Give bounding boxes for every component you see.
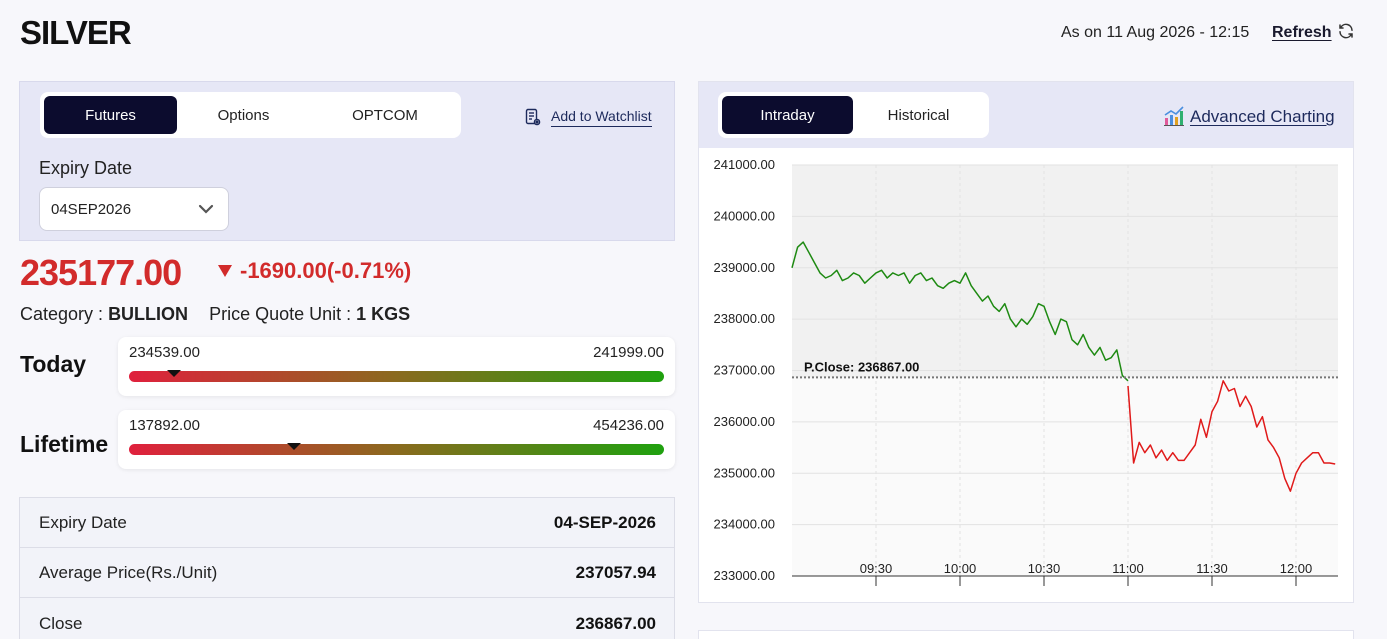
expiry-date-label: Expiry Date <box>39 158 133 178</box>
refresh-icon[interactable] <box>1337 22 1355 40</box>
today-low: 234539.00 <box>129 344 200 361</box>
lifetime-low: 137892.00 <box>129 417 200 434</box>
as-on-timestamp: As on 11 Aug 2026 - 12:15 <box>1061 24 1250 41</box>
expiry-date-select[interactable]: 04SEP2026 <box>39 187 229 231</box>
y-tick-label: 240000.00 <box>714 208 775 223</box>
today-label: Today <box>20 351 87 377</box>
advanced-charting-link[interactable]: Advanced Charting <box>1190 107 1335 126</box>
instrument-panel: Futures Options OPTCOM Add to Watchlist … <box>19 81 675 241</box>
detail-label: Expiry Date <box>39 513 127 532</box>
chart-below-close-area <box>792 377 1338 576</box>
price-change: -1690.00(-0.71%) <box>240 258 412 283</box>
chart-panel: Intraday Historical Advanced Charting 24… <box>698 81 1354 603</box>
tab-intraday[interactable]: Intraday <box>722 96 853 134</box>
y-tick-label: 233000.00 <box>714 568 775 583</box>
x-tick-label: 11:00 <box>1112 561 1144 576</box>
details-table: Expiry Date 04-SEP-2026 Average Price(Rs… <box>19 497 675 639</box>
chart-tabs: Intraday Historical <box>718 92 989 138</box>
tab-futures[interactable]: Futures <box>44 96 177 134</box>
page-title: SILVER <box>20 14 132 51</box>
lifetime-range-bar <box>129 444 664 455</box>
price-series-line-2 <box>1127 380 1336 492</box>
detail-label: Average Price(Rs./Unit) <box>39 563 218 582</box>
x-tick-label: 12:00 <box>1280 561 1313 576</box>
x-tick-label: 10:30 <box>1028 561 1061 576</box>
detail-value: 237057.94 <box>575 563 656 582</box>
watchlist-icon[interactable] <box>525 108 541 126</box>
y-tick-label: 241000.00 <box>714 157 775 172</box>
price-series-line-1 <box>791 241 1129 382</box>
y-tick-label: 236000.00 <box>714 414 775 429</box>
table-row: Average Price(Rs./Unit) 237057.94 <box>20 548 674 598</box>
chevron-down-icon <box>198 204 214 214</box>
table-row: Close 236867.00 <box>20 599 674 639</box>
last-price: 235177.00 <box>20 252 182 293</box>
category-value: BULLION <box>108 304 189 324</box>
down-triangle-icon <box>218 265 232 277</box>
y-tick-label: 237000.00 <box>714 363 775 378</box>
detail-value: 04-SEP-2026 <box>553 513 656 532</box>
previous-close-label: P.Close: 236867.00 <box>804 359 919 374</box>
today-range-marker <box>167 370 182 377</box>
y-tick-label: 235000.00 <box>714 465 775 480</box>
next-section-card <box>698 630 1354 639</box>
lifetime-range: 137892.00 454236.00 <box>118 410 675 469</box>
today-range: 234539.00 241999.00 <box>118 337 675 396</box>
table-row: Expiry Date 04-SEP-2026 <box>20 498 674 548</box>
today-range-bar <box>129 371 664 382</box>
chart-header: Intraday Historical Advanced Charting <box>699 82 1353 148</box>
expiry-date-value: 04SEP2026 <box>51 200 132 218</box>
unit-label: Price Quote Unit : <box>209 304 352 324</box>
unit-value: 1 KGS <box>356 304 411 324</box>
today-high: 241999.00 <box>593 344 664 361</box>
y-tick-label: 238000.00 <box>714 311 775 326</box>
y-tick-label: 239000.00 <box>714 260 775 275</box>
tab-optcom[interactable]: OPTCOM <box>352 106 418 124</box>
chart-above-close-area <box>792 165 1338 378</box>
chart-icon[interactable] <box>1163 105 1185 127</box>
refresh-button[interactable]: Refresh <box>1272 24 1332 41</box>
tab-options[interactable]: Options <box>217 106 270 124</box>
x-tick-label: 09:30 <box>860 561 893 576</box>
y-tick-label: 234000.00 <box>714 517 775 532</box>
category-label: Category : <box>20 304 104 324</box>
x-tick-label: 11:30 <box>1196 561 1228 576</box>
tab-historical[interactable]: Historical <box>887 106 950 124</box>
lifetime-high: 454236.00 <box>593 417 664 434</box>
x-tick-label: 10:00 <box>944 561 977 576</box>
lifetime-range-marker <box>286 443 301 450</box>
instrument-tabs: Futures Options OPTCOM <box>40 92 461 138</box>
intraday-chart[interactable]: 241000.00 240000.00 239000.00 238000.00 2370… <box>699 148 1353 603</box>
detail-label: Close <box>39 614 83 633</box>
add-to-watchlist-link[interactable]: Add to Watchlist <box>551 108 652 127</box>
lifetime-label: Lifetime <box>20 431 109 457</box>
instrument-meta: Category : BULLION Price Quote Unit : 1 … <box>20 304 410 325</box>
detail-value: 236867.00 <box>575 614 656 633</box>
